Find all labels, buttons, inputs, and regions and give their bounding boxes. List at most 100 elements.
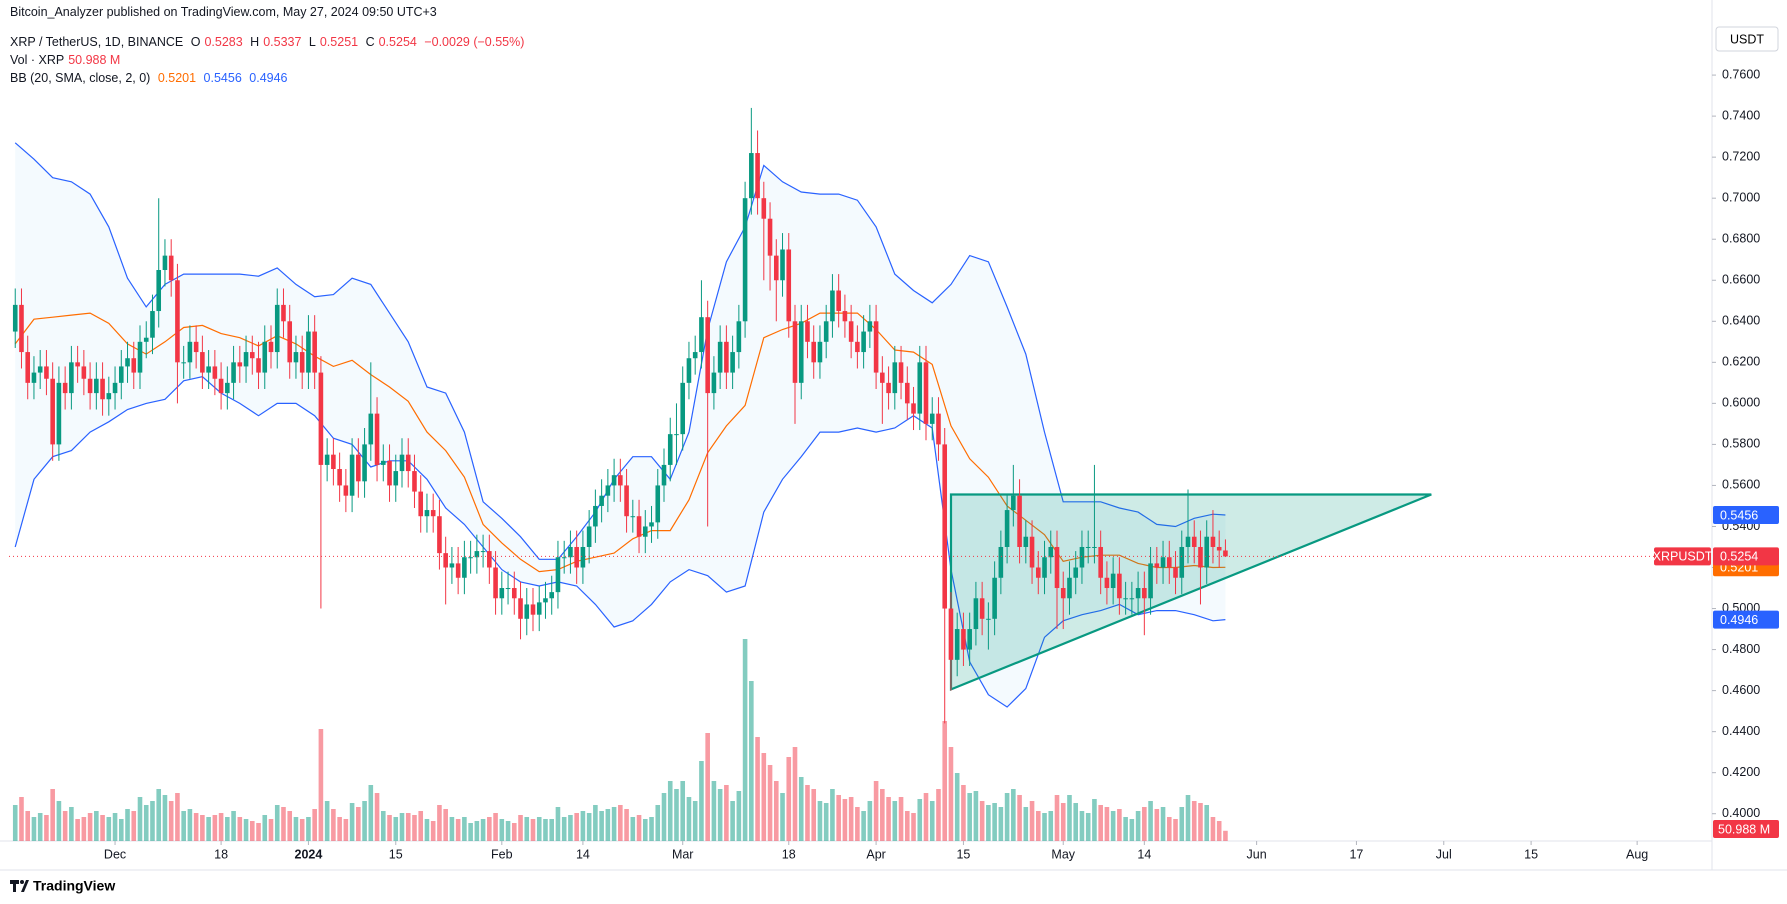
candle-body [380,460,386,465]
volume-bar [50,789,55,841]
volume-bar [911,813,916,841]
candle-body [605,485,611,496]
y-tick-label: 0.6600 [1722,273,1760,287]
currency-button[interactable] [1715,26,1779,52]
candle-body [724,341,729,373]
candle-body [1098,546,1103,578]
bb-middle-value: 0.5201 [157,71,197,85]
candle-body [349,454,355,496]
candle-body [649,522,654,527]
candle-body [143,337,149,342]
volume-bar [206,817,211,841]
volume-bar [836,795,841,841]
candle-body [642,526,648,537]
candle-body [200,352,205,373]
volume-bar [717,789,723,841]
candle-body [106,393,112,400]
volume-bar [929,801,935,841]
last-price-axis-label-box [1713,547,1779,566]
candle-body [611,475,617,486]
volume-bar [343,819,349,841]
candle-body [468,557,473,559]
candle-body [293,352,299,363]
candle-body [618,475,623,486]
candle-body [998,546,1004,578]
candle-body [1029,536,1035,568]
ohlc-value: 0.5337 [263,35,302,49]
candle-body [1154,563,1160,568]
candle-body [936,413,941,445]
candle-body [624,485,629,517]
volume-bar [150,801,155,841]
candle-body [225,382,230,394]
candle-body [699,317,704,353]
candle-body [661,464,667,486]
candle-body [967,629,972,650]
candle-body [175,280,180,363]
volume-bar [1154,809,1160,841]
volume-bar [705,733,710,841]
candle-body [961,629,966,650]
y-tick-label: 0.4200 [1722,765,1760,779]
volume-bar [380,811,386,841]
volume-bar [100,815,105,841]
volume-bar [218,813,224,841]
volume-bar [811,789,817,841]
candle-body [599,495,604,506]
volume-bar [225,817,230,841]
bb-lower [14,376,1226,708]
candle-body [923,362,929,424]
y-tick-label: 0.7600 [1722,67,1760,81]
candle-body [1216,546,1222,551]
candle-body [493,567,498,599]
volume-bar [580,811,586,841]
volume-bar [418,811,424,841]
bb-upper [14,142,1226,560]
volume-bar [904,811,910,841]
symbol-title: XRP / TetherUS, 1D, BINANCE [10,35,184,49]
candle-body [1011,495,1016,511]
triangle-pattern [949,493,1432,692]
volume-bar [1179,807,1185,841]
volume-bar [923,793,929,841]
candle-body [287,321,293,363]
volume-bar [773,781,779,841]
volume-bar [299,819,305,841]
candle-body [56,382,62,445]
candle-body [193,341,199,353]
x-tick-label: 14 [576,847,590,861]
candle-body [268,341,274,353]
candle-body [94,378,99,394]
candle-body [131,358,137,373]
volume-bar [848,797,854,841]
volume-bar [1129,819,1135,841]
bb-upper-axis-label: 0.5456 [1720,508,1758,522]
volume-bar [692,801,698,841]
volume-bar [200,815,205,841]
candle-body [337,469,342,486]
volume-bar [1092,799,1097,841]
volume-bar [649,817,654,841]
volume-bar [1042,813,1047,841]
volume-bar [823,803,829,841]
x-tick-label: Dec [104,847,126,861]
bb-upper-axis-label-box [1713,505,1779,524]
ohlc-label: O [190,35,201,49]
volume-bar [443,809,448,841]
volume-bar [667,781,673,841]
volume-bar [462,817,467,841]
candle-body [412,471,417,492]
candle-body [474,551,480,558]
candle-body [555,557,561,593]
bb-row: BB (20, SMA, close, 2, 0) 0.5201 0.5456 … [10,71,292,85]
volume-bar [468,823,473,841]
candle-body [112,382,118,394]
candle-body [979,598,985,619]
candle-body [636,516,642,537]
y-tick-label: 0.5600 [1722,478,1760,492]
candle-body [206,366,211,373]
volume-bar [574,813,579,841]
ohlc-value: 0.5254 [378,35,417,49]
volume-bar [611,807,617,841]
